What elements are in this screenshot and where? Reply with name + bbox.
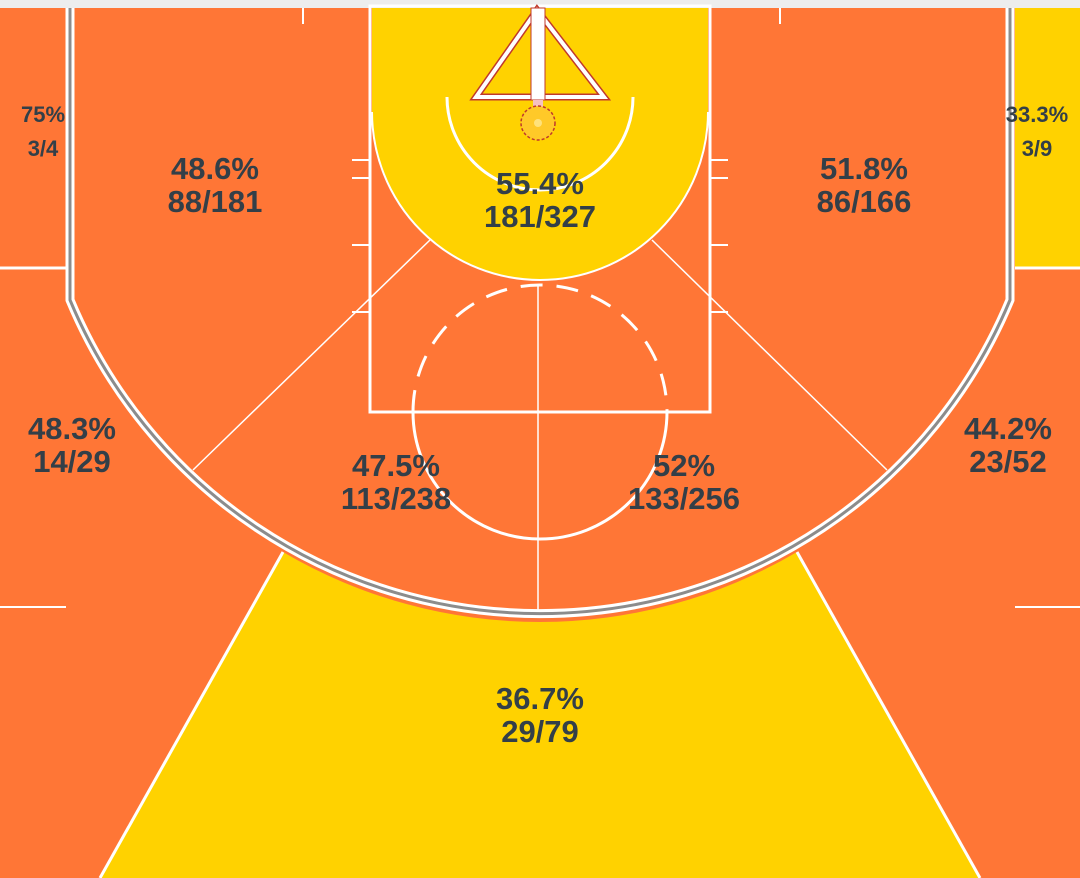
made-attempted-text: 181/327 [483, 199, 597, 235]
pct-text: 48.3% [28, 411, 116, 446]
zone-label-left-elbow-mid: 47.5% 113/238 [341, 449, 451, 516]
three-point-line [68, 8, 1012, 616]
pct-text: 75% [20, 102, 66, 127]
zone-left-corner-3 [0, 8, 66, 268]
made-attempted-text: 29/79 [501, 714, 579, 750]
pct-text: 36.7% [496, 681, 584, 716]
rim-connector [533, 100, 543, 108]
hoop [469, 4, 612, 141]
right-mid-divider [651, 239, 888, 471]
restricted-boundary [371, 111, 709, 281]
pct-text: 48.6% [171, 151, 259, 186]
zone-label-top-of-key-3: 36.7% 29/79 [496, 682, 584, 749]
inside-arc-region [72, 8, 1008, 612]
pct-text: 52% [652, 448, 716, 483]
free-throw-circle-solid [411, 411, 669, 541]
zone-label-right-wing-3: 44.2% 23/52 [964, 412, 1052, 479]
made-attempted-text: 23/52 [969, 444, 1047, 480]
made-attempted-text: 113/238 [340, 481, 452, 517]
zone-restricted-area [372, 8, 708, 280]
pct-text: 55.4% [496, 166, 584, 201]
zone-label-right-corner-3: 33.3% 3/9 [1006, 98, 1068, 166]
made-attempted-text: 88/181 [167, 184, 263, 220]
court-lines [0, 4, 1080, 878]
pct-text: 44.2% [964, 411, 1052, 446]
zone-label-left-corner-3: 75% 3/4 [21, 98, 65, 166]
made-attempted-text: 3/4 [27, 136, 59, 162]
made-attempted-text: 86/166 [816, 184, 912, 220]
made-attempted-text: 133/256 [627, 481, 741, 517]
zone-label-left-baseline-mid: 48.6% 88/181 [168, 152, 263, 219]
top-edge [0, 0, 1080, 8]
zone-label-restricted-area: 55.4% 181/327 [484, 167, 596, 234]
made-attempted-text: 3/9 [1021, 136, 1053, 162]
free-throw-circle-dashed [411, 283, 669, 413]
zone-right-corner-3 [1015, 8, 1080, 268]
paint [368, 4, 712, 414]
pct-text: 47.5% [352, 448, 440, 483]
right-top-3-divider [795, 551, 982, 878]
zone-label-right-baseline-mid: 51.8% 86/166 [817, 152, 912, 219]
charge-arc [445, 96, 635, 192]
zone-label-left-wing-3: 48.3% 14/29 [28, 412, 116, 479]
zone-top-of-key-3 [100, 552, 980, 878]
pct-text: 33.3% [1005, 102, 1069, 127]
made-attempted-text: 14/29 [33, 444, 111, 480]
left-mid-divider [192, 239, 431, 471]
zone-label-right-elbow-mid: 52% 133/256 [628, 449, 740, 516]
backboard-stem [530, 7, 546, 101]
left-top-3-divider [98, 551, 285, 878]
pct-text: 51.8% [820, 151, 908, 186]
rim-center [534, 119, 542, 127]
lane-ticks [302, 8, 781, 313]
